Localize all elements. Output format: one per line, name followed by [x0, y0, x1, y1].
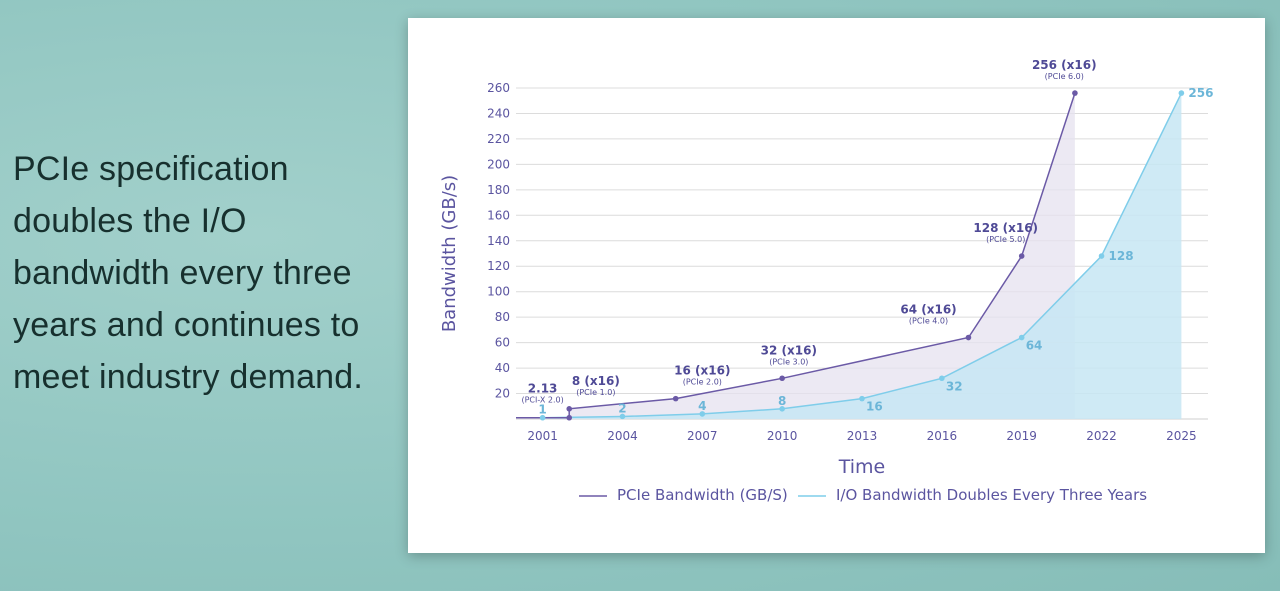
y-tick-label: 100 — [487, 285, 510, 299]
y-tick-label: 180 — [487, 183, 510, 197]
pcie-data-label: 32 (x16) — [761, 343, 817, 357]
y-tick-label: 120 — [487, 259, 510, 273]
io-point — [1178, 90, 1185, 96]
pcie-generation-label: (PCIe 2.0) — [683, 378, 722, 387]
io-data-label: 1 — [538, 403, 546, 417]
y-tick-label: 40 — [495, 361, 510, 375]
pcie-generation-label: (PCIe 3.0) — [769, 357, 808, 366]
io-point — [539, 414, 546, 421]
io-point — [1098, 253, 1105, 259]
x-tick-label: 2010 — [767, 429, 798, 443]
x-tick-label: 2016 — [927, 429, 958, 443]
pcie-point — [672, 395, 679, 402]
x-axis-title: Time — [838, 456, 886, 478]
pcie-data-label: 64 (x16) — [900, 303, 956, 317]
pcie-generation-label: (PCI-X 2.0) — [521, 395, 563, 404]
legend-io-label: I/O Bandwidth Doubles Every Three Years — [836, 486, 1147, 504]
pcie-data-label: 256 (x16) — [1032, 58, 1097, 72]
io-data-label: 4 — [698, 399, 706, 413]
slide-lead-text: PCIe specification doubles the I/O bandw… — [13, 150, 364, 396]
io-data-label: 2 — [618, 401, 626, 415]
y-tick-label: 240 — [487, 106, 510, 120]
pcie-generation-label: (PCIe 6.0) — [1045, 72, 1084, 81]
io-data-label: 256 — [1188, 86, 1213, 100]
y-axis-title: Bandwidth (GB/s) — [439, 175, 460, 332]
x-tick-label: 2019 — [1006, 429, 1037, 443]
pcie-point — [965, 334, 972, 341]
y-tick-label: 140 — [487, 234, 510, 248]
pcie-point — [566, 406, 573, 412]
io-point — [939, 375, 945, 382]
pcie-point — [1018, 253, 1025, 259]
y-tick-label: 220 — [487, 132, 510, 146]
io-data-label: 128 — [1109, 249, 1134, 263]
io-data-label: 8 — [778, 394, 786, 408]
x-tick-label: 2004 — [607, 429, 638, 443]
x-tick-label: 2022 — [1086, 429, 1117, 443]
pcie-generation-label: (PCIe 4.0) — [909, 317, 948, 326]
x-tick-label: 2007 — [687, 429, 718, 443]
y-tick-label: 60 — [495, 336, 510, 350]
pcie-point — [1072, 90, 1078, 96]
io-point — [619, 413, 626, 420]
chart-card: 1 2 4 8 16 32 64 128 256 2.13 (PCI-X 2.0) 8 (x16) (P… — [408, 18, 1265, 553]
pcie-generation-label: (PCIe 1.0) — [576, 388, 615, 397]
io-point — [699, 411, 706, 417]
x-tick-label: 2025 — [1166, 429, 1197, 443]
pcie-data-label: 8 (x16) — [572, 374, 620, 388]
io-data-label: 32 — [946, 379, 963, 393]
pcie-point — [566, 414, 573, 421]
pcie-data-label: 128 (x16) — [973, 221, 1038, 235]
pcie-generation-label: (PCIe 5.0) — [986, 235, 1025, 244]
y-tick-label: 160 — [487, 208, 510, 222]
y-tick-label: 200 — [487, 157, 510, 171]
pcie-data-label: 2.13 — [528, 381, 558, 395]
io-point — [779, 406, 785, 412]
io-data-label: 16 — [866, 400, 883, 414]
y-tick-label: 260 — [487, 81, 510, 95]
io-point — [1018, 334, 1025, 341]
x-tick-label: 2013 — [847, 429, 878, 443]
pcie-point — [779, 375, 785, 382]
x-tick-label: 2001 — [527, 429, 558, 443]
io-data-label: 64 — [1026, 339, 1043, 353]
y-tick-label: 80 — [495, 310, 510, 324]
y-tick-label: 20 — [495, 387, 510, 401]
legend-pcie-label: PCIe Bandwidth (GB/S) — [617, 486, 788, 504]
pcie-data-label: 16 (x16) — [674, 364, 730, 378]
io-point — [859, 395, 865, 402]
